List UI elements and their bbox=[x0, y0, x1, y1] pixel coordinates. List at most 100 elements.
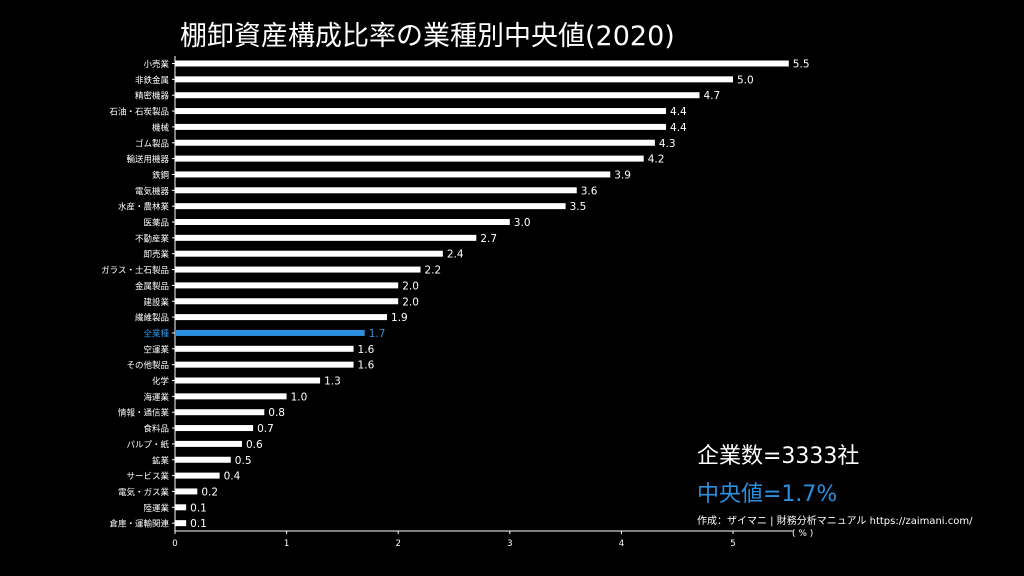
category-label: 鉱業 bbox=[152, 455, 170, 466]
bar bbox=[175, 520, 187, 527]
category-label: 海運業 bbox=[143, 392, 169, 403]
x-tick-label: 0 bbox=[172, 539, 177, 549]
value-label: 3.9 bbox=[614, 169, 631, 181]
value-label: 0.4 bbox=[224, 471, 241, 483]
median-note: 中央値=1.7% bbox=[697, 482, 838, 507]
category-label: サービス業 bbox=[126, 471, 169, 482]
bar bbox=[175, 234, 477, 241]
value-label: 4.3 bbox=[659, 138, 676, 150]
x-tick-label: 3 bbox=[507, 539, 512, 549]
bar bbox=[175, 219, 510, 225]
category-label: 建設業 bbox=[143, 297, 169, 308]
bar bbox=[175, 377, 321, 384]
category-label: 非鉄金属 bbox=[135, 75, 169, 86]
bar bbox=[175, 123, 667, 130]
category-label: 金属製品 bbox=[135, 281, 169, 292]
value-label: 0.1 bbox=[190, 518, 207, 530]
bar bbox=[175, 314, 388, 321]
value-label: 2.0 bbox=[402, 296, 419, 308]
bar bbox=[175, 92, 700, 99]
category-label: 倉庫・運輸関連 bbox=[109, 519, 169, 530]
category-label: 石油・石炭製品 bbox=[109, 107, 169, 118]
value-label: 0.5 bbox=[235, 455, 252, 467]
category-label: パルプ・紙 bbox=[126, 439, 169, 450]
value-label: 2.7 bbox=[480, 233, 497, 245]
x-tick-label: 2 bbox=[395, 539, 400, 549]
category-label: その他製品 bbox=[126, 360, 169, 371]
value-label: 3.6 bbox=[581, 185, 598, 197]
value-label: 1.6 bbox=[358, 344, 375, 356]
bar bbox=[175, 472, 220, 479]
value-label: 2.4 bbox=[447, 249, 464, 261]
category-label: 小売業 bbox=[143, 59, 169, 70]
category-label: 陸運業 bbox=[143, 503, 169, 514]
x-tick-label: 1 bbox=[284, 539, 289, 549]
value-label: 1.3 bbox=[324, 376, 341, 388]
bar bbox=[175, 203, 566, 210]
bar bbox=[175, 440, 242, 447]
bar bbox=[175, 504, 187, 511]
category-label: 化学 bbox=[152, 376, 170, 387]
category-label: 電気・ガス業 bbox=[118, 487, 170, 498]
bar bbox=[175, 409, 265, 416]
category-label: ガラス・土石製品 bbox=[101, 265, 169, 276]
company-count-note: 企業数=3333社 bbox=[697, 444, 860, 469]
category-label: 繊維製品 bbox=[135, 313, 169, 324]
category-label: 機械 bbox=[152, 122, 170, 133]
category-label: 鉄鋼 bbox=[152, 170, 169, 181]
value-label: 5.5 bbox=[793, 59, 810, 71]
bar bbox=[175, 250, 443, 257]
category-label: 医薬品 bbox=[143, 218, 169, 229]
x-tick-label: 5 bbox=[730, 539, 735, 549]
value-label: 1.9 bbox=[391, 312, 408, 324]
bar bbox=[175, 108, 667, 115]
value-label: 0.2 bbox=[201, 486, 218, 498]
value-label: 0.6 bbox=[246, 439, 263, 451]
value-label: 2.0 bbox=[402, 280, 419, 292]
category-label: 精密機器 bbox=[135, 91, 170, 102]
credit-text: 作成：ザイマニ | 財務分析マニュアル https://zaimani.com/ bbox=[697, 516, 973, 527]
bar bbox=[175, 298, 399, 305]
bar bbox=[175, 345, 354, 352]
category-label: ゴム製品 bbox=[135, 138, 169, 149]
value-label: 0.7 bbox=[257, 423, 274, 435]
bar bbox=[175, 361, 354, 368]
category-label: 情報・通信業 bbox=[118, 408, 170, 419]
bar bbox=[175, 266, 421, 273]
chart-title: 棚卸資産構成比率の業種別中央値(2020) bbox=[180, 21, 675, 52]
category-label: 不動産業 bbox=[135, 233, 170, 244]
value-label: 1.0 bbox=[291, 391, 308, 403]
bar bbox=[175, 456, 231, 463]
value-label: 4.4 bbox=[670, 122, 687, 134]
category-label: 食料品 bbox=[143, 424, 169, 435]
bar bbox=[175, 488, 198, 495]
category-label: 空運業 bbox=[143, 344, 169, 355]
value-label: 5.0 bbox=[737, 74, 754, 86]
bar bbox=[175, 155, 644, 162]
value-label: 3.0 bbox=[514, 217, 531, 229]
bar bbox=[175, 60, 789, 67]
category-label: 全業種 bbox=[143, 328, 169, 339]
x-axis-unit-label: ( % ) bbox=[792, 529, 814, 539]
value-label: 4.2 bbox=[648, 154, 665, 166]
value-label: 4.7 bbox=[704, 90, 721, 102]
value-label: 1.6 bbox=[358, 360, 375, 372]
category-label: 電気機器 bbox=[135, 186, 170, 197]
value-label: 2.2 bbox=[425, 265, 442, 277]
value-label: 1.7 bbox=[369, 328, 386, 340]
bar bbox=[175, 329, 365, 336]
bar bbox=[175, 187, 577, 194]
bar bbox=[175, 393, 287, 400]
value-label: 0.8 bbox=[268, 407, 285, 419]
value-label: 3.5 bbox=[570, 201, 587, 213]
x-tick-label: 4 bbox=[619, 539, 624, 549]
bar bbox=[175, 425, 254, 432]
value-label: 4.4 bbox=[670, 106, 687, 118]
category-label: 卸売業 bbox=[143, 249, 169, 260]
bar bbox=[175, 282, 399, 289]
value-label: 0.1 bbox=[190, 502, 207, 514]
bar bbox=[175, 76, 733, 83]
bar bbox=[175, 139, 655, 146]
category-label: 水産・農林業 bbox=[118, 202, 170, 213]
